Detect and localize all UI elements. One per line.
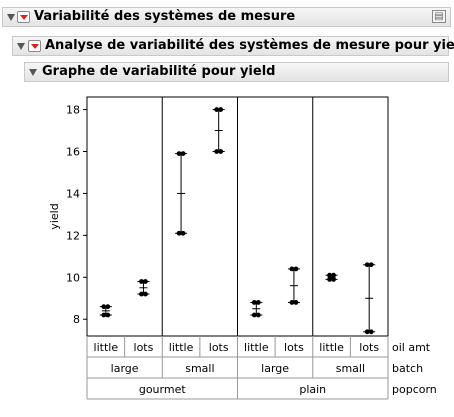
data-point bbox=[368, 262, 374, 268]
outline-header-analysis[interactable]: Analyse de variabilité des systèmes de m… bbox=[12, 36, 454, 56]
factor-row-label: popcorn bbox=[392, 383, 437, 396]
data-point bbox=[255, 312, 261, 318]
data-point bbox=[327, 272, 332, 278]
red-triangle-menu-icon[interactable] bbox=[28, 40, 41, 52]
outline-title: Variabilité des systèmes de mesure bbox=[34, 9, 296, 24]
data-point bbox=[364, 329, 370, 335]
outline-title: Analyse de variabilité des systèmes de m… bbox=[45, 38, 454, 53]
data-point bbox=[289, 300, 295, 305]
pin-icon[interactable]: ▤ bbox=[432, 10, 446, 23]
data-point bbox=[368, 329, 374, 335]
factor-level-label: lots bbox=[134, 341, 154, 354]
data-point bbox=[251, 300, 257, 305]
outline-header-msa[interactable]: Variabilité des systèmes de mesure ▤ bbox=[2, 7, 451, 27]
red-triangle-menu-icon[interactable] bbox=[17, 11, 30, 23]
data-point bbox=[218, 107, 224, 112]
data-point bbox=[214, 107, 220, 112]
factor-row-label: oil amt bbox=[392, 341, 431, 354]
data-point bbox=[218, 149, 224, 154]
factor-level-label: little bbox=[94, 341, 119, 354]
data-point bbox=[139, 291, 144, 297]
data-point bbox=[139, 279, 144, 284]
factor-level-label: little bbox=[319, 341, 344, 354]
data-point bbox=[331, 276, 336, 282]
data-point bbox=[143, 291, 148, 297]
y-tick-label: 10 bbox=[66, 271, 80, 284]
factor-level-label: large bbox=[261, 362, 289, 375]
data-point bbox=[364, 262, 370, 268]
factor-level-label: little bbox=[169, 341, 194, 354]
data-point bbox=[176, 151, 182, 157]
factor-level-label: small bbox=[336, 362, 365, 375]
factor-level-label: small bbox=[185, 362, 214, 375]
outline-header-graph[interactable]: Graphe de variabilité pour yield bbox=[24, 62, 449, 82]
factor-level-label: gourmet bbox=[139, 383, 186, 396]
data-point bbox=[176, 230, 182, 236]
outline-title: Graphe de variabilité pour yield bbox=[42, 64, 276, 79]
factor-level-label: lots bbox=[359, 341, 379, 354]
data-point bbox=[289, 266, 295, 272]
data-point bbox=[255, 300, 261, 305]
data-point bbox=[101, 312, 107, 318]
factor-level-label: plain bbox=[299, 383, 326, 396]
data-point bbox=[293, 266, 299, 272]
y-tick-label: 8 bbox=[73, 313, 80, 326]
data-point bbox=[251, 312, 257, 318]
y-tick-label: 14 bbox=[66, 187, 80, 200]
data-point bbox=[331, 272, 336, 278]
y-tick-label: 16 bbox=[66, 146, 80, 159]
data-point bbox=[105, 312, 111, 318]
factor-level-label: large bbox=[111, 362, 139, 375]
data-point bbox=[327, 276, 332, 282]
factor-level-label: little bbox=[244, 341, 269, 354]
collapse-triangle-icon[interactable] bbox=[29, 69, 37, 76]
data-point bbox=[101, 304, 107, 310]
factor-level-label: lots bbox=[209, 341, 229, 354]
factor-row-label: batch bbox=[392, 362, 423, 375]
data-point bbox=[105, 304, 111, 310]
data-point bbox=[180, 151, 186, 157]
y-tick-label: 12 bbox=[66, 229, 80, 242]
y-tick-label: 18 bbox=[66, 104, 80, 117]
data-point bbox=[293, 300, 299, 305]
data-point bbox=[214, 149, 220, 154]
y-axis-label: yield bbox=[48, 203, 61, 229]
factor-level-label: lots bbox=[284, 341, 304, 354]
collapse-triangle-icon[interactable] bbox=[17, 43, 25, 50]
data-point bbox=[143, 279, 148, 284]
data-point bbox=[180, 230, 186, 236]
collapse-triangle-icon[interactable] bbox=[7, 14, 15, 21]
